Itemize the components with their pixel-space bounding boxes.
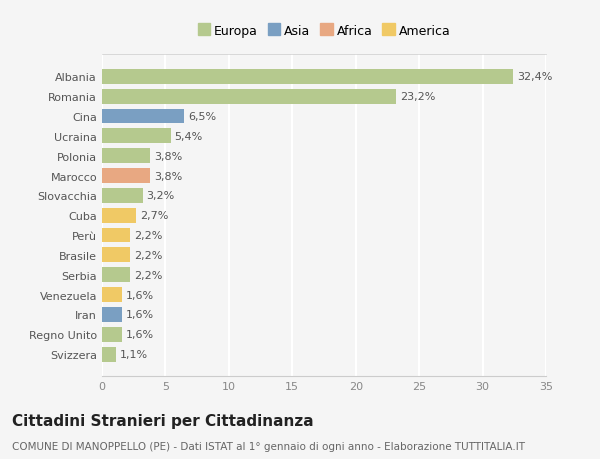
Bar bbox=[102, 347, 116, 362]
Bar bbox=[102, 169, 150, 184]
Text: 2,2%: 2,2% bbox=[134, 230, 162, 241]
Bar bbox=[102, 129, 170, 144]
Text: COMUNE DI MANOPPELLO (PE) - Dati ISTAT al 1° gennaio di ogni anno - Elaborazione: COMUNE DI MANOPPELLO (PE) - Dati ISTAT a… bbox=[12, 441, 525, 451]
Bar bbox=[102, 70, 513, 84]
Text: 3,2%: 3,2% bbox=[146, 191, 175, 201]
Text: 23,2%: 23,2% bbox=[400, 92, 436, 102]
Text: 5,4%: 5,4% bbox=[175, 132, 203, 141]
Legend: Europa, Asia, Africa, America: Europa, Asia, Africa, America bbox=[195, 23, 453, 41]
Bar bbox=[102, 109, 184, 124]
Bar bbox=[102, 228, 130, 243]
Text: 3,8%: 3,8% bbox=[154, 171, 182, 181]
Text: 6,5%: 6,5% bbox=[188, 112, 217, 122]
Bar bbox=[102, 149, 150, 164]
Bar bbox=[102, 208, 136, 223]
Text: 32,4%: 32,4% bbox=[517, 72, 552, 82]
Text: 2,7%: 2,7% bbox=[140, 211, 169, 221]
Bar bbox=[102, 189, 143, 203]
Bar bbox=[102, 90, 397, 104]
Text: 2,2%: 2,2% bbox=[134, 250, 162, 260]
Text: 1,6%: 1,6% bbox=[126, 330, 154, 340]
Bar bbox=[102, 268, 130, 283]
Bar bbox=[102, 327, 122, 342]
Text: 2,2%: 2,2% bbox=[134, 270, 162, 280]
Text: 1,1%: 1,1% bbox=[120, 349, 148, 359]
Text: 3,8%: 3,8% bbox=[154, 151, 182, 161]
Text: 1,6%: 1,6% bbox=[126, 310, 154, 320]
Text: Cittadini Stranieri per Cittadinanza: Cittadini Stranieri per Cittadinanza bbox=[12, 413, 314, 428]
Bar bbox=[102, 308, 122, 322]
Bar bbox=[102, 287, 122, 302]
Bar bbox=[102, 248, 130, 263]
Text: 1,6%: 1,6% bbox=[126, 290, 154, 300]
